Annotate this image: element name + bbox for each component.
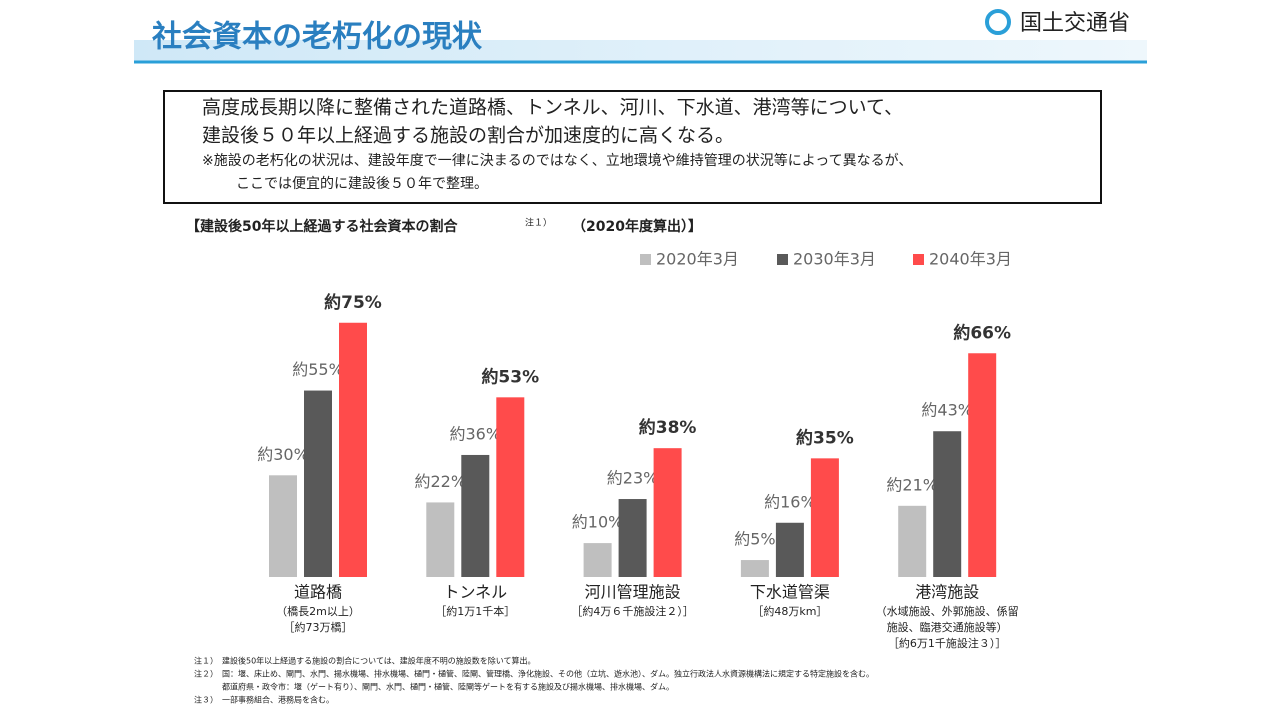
value-label: 約75% <box>324 292 382 313</box>
chart-title: 【建設後50年以上経過する社会資本の割合 <box>186 218 458 235</box>
summary-line: 高度成長期以降に整備された道路橋、トンネル、河川、下水道、港湾等について、 <box>202 97 903 119</box>
page-title: 社会資本の老朽化の現状 <box>152 20 483 55</box>
value-label: 約55% <box>292 360 344 379</box>
bar <box>898 505 927 577</box>
value-label: 約36% <box>450 424 502 443</box>
category-detail: 施設、臨港交通施設等） <box>887 620 1008 634</box>
bar <box>269 475 297 577</box>
note-text: 建設後50年以上経過する施設の割合については、建設年度不明の施設数を除いて算出。 <box>222 656 536 666</box>
bar <box>496 397 525 577</box>
category-detail: ［約6万1千施設注３）］ <box>888 636 1007 650</box>
category-detail: ［約48万km］ <box>752 604 827 618</box>
category-label: トンネル <box>443 583 507 602</box>
note-label: 注２） <box>194 669 218 679</box>
value-label: 約5% <box>734 530 775 549</box>
value-label: 約16% <box>764 492 816 511</box>
bar <box>775 522 804 577</box>
legend-swatch <box>913 254 924 265</box>
bar <box>653 448 682 577</box>
org-name: 国土交通省 <box>1020 11 1130 36</box>
bar <box>618 499 647 577</box>
note-label: 注１） <box>194 656 218 666</box>
value-label: 約53% <box>481 366 539 387</box>
note-text: 都道府県・政令市：堰（ゲート有り）、閘門、水門、樋門・樋管、陸閘等ゲートを有する… <box>222 682 674 692</box>
logo-icon <box>985 9 1011 35</box>
bar <box>583 543 612 577</box>
title-band <box>134 40 1147 61</box>
category-detail: ［約4万６千施設注２）］ <box>571 604 694 618</box>
legend-label: 2040年3月 <box>929 250 1012 269</box>
category-detail: ［約1万1千本］ <box>435 604 515 618</box>
bar <box>933 431 962 577</box>
note-text: 国：堰、床止め、閘門、水門、揚水機場、排水機場、樋門・樋管、陸閘、管理橋、浄化施… <box>222 669 874 679</box>
value-label: 約66% <box>953 322 1011 343</box>
note-text: 一部事務組合、港務局を含む。 <box>222 695 334 705</box>
bar <box>740 560 769 577</box>
legend-label: 2020年3月 <box>656 250 739 269</box>
category-label: 道路橋 <box>294 583 342 602</box>
bar <box>461 454 490 577</box>
value-label: 約23% <box>607 469 659 488</box>
summary-line: 建設後５０年以上経過する施設の割合が加速度的に高くなる。 <box>202 125 734 147</box>
chart-title-suffix: （2020年度算出）】 <box>572 218 702 235</box>
bar <box>339 322 367 577</box>
chart-title-note: 注１） <box>525 217 552 229</box>
bar <box>810 458 839 577</box>
legend-swatch <box>777 254 788 265</box>
category-detail: （水域施設、外郭施設、係留 <box>876 604 1019 618</box>
summary-note: ここでは便宜的に建設後５０年で整理。 <box>236 176 488 192</box>
bar <box>304 390 332 577</box>
bar <box>426 502 455 577</box>
value-label: 約35% <box>796 427 854 448</box>
legend-label: 2030年3月 <box>793 250 876 269</box>
value-label: 約22% <box>415 472 467 491</box>
summary-note: ※施設の老朽化の状況は、建設年度で一律に決まるのではなく、立地環境や維持管理の状… <box>202 152 912 169</box>
value-label: 約10% <box>572 513 624 532</box>
value-label: 約38% <box>639 417 697 438</box>
category-label: 港湾施設 <box>915 583 979 602</box>
summary-box <box>163 90 1102 204</box>
category-label: 下水道管渠 <box>750 583 830 602</box>
category-label: 河川管理施設 <box>585 583 681 602</box>
value-label: 約30% <box>257 445 309 464</box>
bar <box>968 353 997 577</box>
category-detail: ［約73万橋］ <box>284 620 353 634</box>
note-label: 注３） <box>194 695 218 705</box>
category-detail: （橋長2m以上） <box>276 604 360 618</box>
value-label: 約21% <box>886 475 938 494</box>
legend-swatch <box>640 254 651 265</box>
value-label: 約43% <box>921 401 973 420</box>
